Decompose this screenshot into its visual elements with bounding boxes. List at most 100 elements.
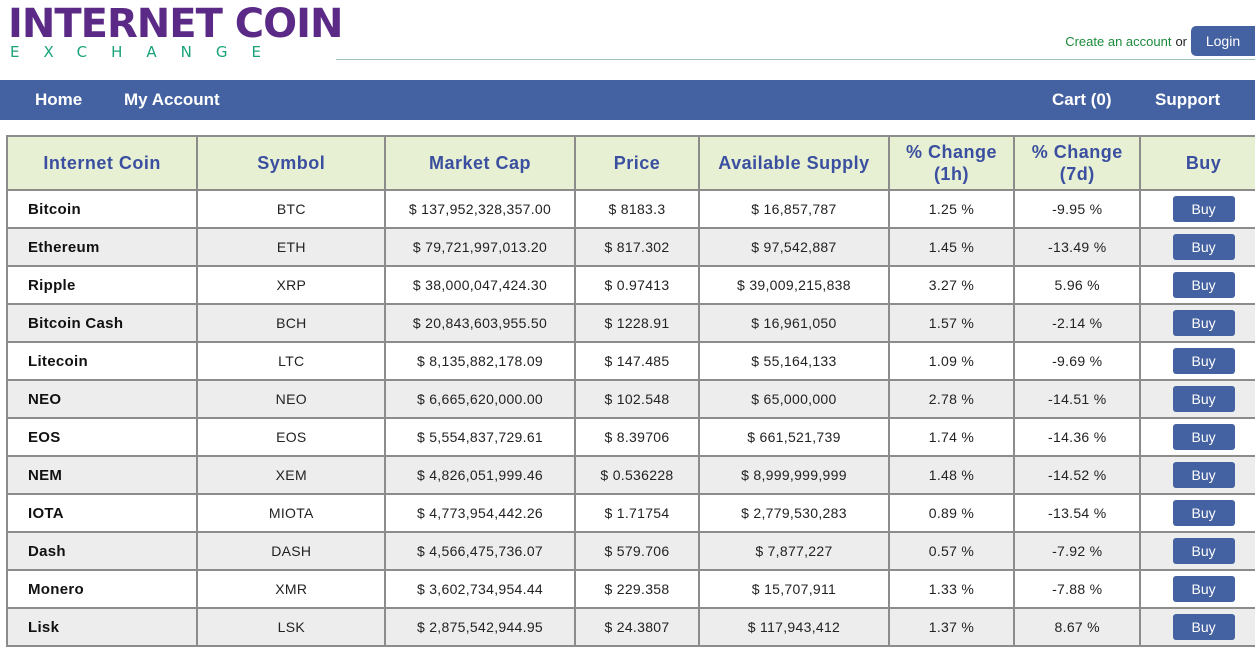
coin-name-cell: Bitcoin bbox=[5, 189, 199, 229]
change-7d-cell: -2.14 % bbox=[1013, 303, 1142, 343]
coin-symbol-cell: BCH bbox=[196, 303, 387, 343]
market-cap-cell: $ 79,721,997,013.20 bbox=[384, 227, 576, 267]
nav-my-account[interactable]: My Account bbox=[124, 90, 220, 109]
buy-button[interactable]: Buy bbox=[1172, 348, 1235, 374]
price-cell: $ 1.71754 bbox=[573, 493, 701, 533]
coin-name-cell: Litecoin bbox=[5, 341, 199, 381]
buy-button[interactable]: Buy bbox=[1172, 462, 1235, 488]
market-cap-cell: $ 38,000,047,424.30 bbox=[384, 265, 576, 305]
change-7d-cell: -13.54 % bbox=[1013, 493, 1142, 533]
price-cell: $ 24.3807 bbox=[573, 607, 701, 647]
header-market-cap: Market Cap bbox=[384, 135, 576, 191]
buy-button[interactable]: Buy bbox=[1172, 500, 1235, 526]
buy-cell: Buy bbox=[1139, 227, 1255, 267]
table-row: Ripple XRP $ 38,000,047,424.30 $ 0.97413 $ 3… bbox=[5, 265, 1255, 305]
available-supply-cell: $ 8,999,999,999 bbox=[698, 455, 890, 495]
price-cell: $ 0.536228 bbox=[573, 455, 701, 495]
change-7d-cell: -14.52 % bbox=[1013, 455, 1142, 495]
market-cap-cell: $ 2,875,542,944.95 bbox=[384, 607, 576, 647]
coin-symbol-cell: DASH bbox=[196, 531, 387, 571]
buy-cell: Buy bbox=[1139, 303, 1255, 343]
buy-button[interactable]: Buy bbox=[1172, 310, 1235, 336]
table-row: NEM XEM $ 4,826,051,999.46 $ 0.536228 $ 8,99… bbox=[5, 455, 1255, 495]
buy-cell: Buy bbox=[1139, 569, 1255, 609]
coin-symbol-cell: BTC bbox=[196, 189, 387, 229]
buy-cell: Buy bbox=[1139, 341, 1255, 381]
coin-table: Internet Coin Symbol Market Cap Price Av… bbox=[5, 135, 1255, 647]
nav-cart[interactable]: Cart (0) bbox=[1052, 90, 1112, 109]
change-1h-cell: 1.57 % bbox=[887, 303, 1016, 343]
price-cell: $ 579.706 bbox=[573, 531, 701, 571]
buy-cell: Buy bbox=[1139, 607, 1255, 647]
buy-button[interactable]: Buy bbox=[1172, 386, 1235, 412]
buy-button[interactable]: Buy bbox=[1172, 424, 1235, 450]
market-cap-cell: $ 6,665,620,000.00 bbox=[384, 379, 576, 419]
coin-name-cell: Dash bbox=[5, 531, 199, 571]
market-cap-cell: $ 5,554,837,729.61 bbox=[384, 417, 576, 457]
table-row: Monero XMR $ 3,602,734,954.44 $ 229.358 $ 15… bbox=[5, 569, 1255, 609]
logo-title: INTERNET COIN bbox=[8, 1, 343, 47]
change-1h-cell: 1.37 % bbox=[887, 607, 1016, 647]
buy-cell: Buy bbox=[1139, 379, 1255, 419]
buy-button[interactable]: Buy bbox=[1172, 614, 1235, 640]
table-row: Litecoin LTC $ 8,135,882,178.09 $ 147.485 $ … bbox=[5, 341, 1255, 381]
coin-table-body: Bitcoin BTC $ 137,952,328,357.00 $ 8183.3 $ … bbox=[5, 189, 1255, 647]
nav-home[interactable]: Home bbox=[35, 90, 83, 109]
header-price: Price bbox=[573, 135, 701, 191]
coin-symbol-cell: XEM bbox=[196, 455, 387, 495]
change-1h-cell: 3.27 % bbox=[887, 265, 1016, 305]
header-buy: Buy bbox=[1139, 135, 1255, 191]
change-1h-cell: 1.33 % bbox=[887, 569, 1016, 609]
buy-button[interactable]: Buy bbox=[1172, 196, 1235, 222]
buy-button[interactable]: Buy bbox=[1172, 538, 1235, 564]
market-cap-cell: $ 8,135,882,178.09 bbox=[384, 341, 576, 381]
buy-button[interactable]: Buy bbox=[1172, 272, 1235, 298]
logo-subtitle: EXCHANGE bbox=[10, 43, 285, 61]
change-7d-cell: 5.96 % bbox=[1013, 265, 1142, 305]
coin-name-cell: IOTA bbox=[5, 493, 199, 533]
table-row: IOTA MIOTA $ 4,773,954,442.26 $ 1.71754 $ 2,… bbox=[5, 493, 1255, 533]
table-row: Bitcoin Cash BCH $ 20,843,603,955.50 $ 1228… bbox=[5, 303, 1255, 343]
market-cap-cell: $ 137,952,328,357.00 bbox=[384, 189, 576, 229]
site-header: INTERNET COIN EXCHANGE Create an account… bbox=[0, 0, 1255, 80]
change-7d-cell: -14.51 % bbox=[1013, 379, 1142, 419]
site-logo[interactable]: INTERNET COIN EXCHANGE bbox=[8, 4, 343, 60]
coin-symbol-cell: XMR bbox=[196, 569, 387, 609]
header-coin: Internet Coin bbox=[5, 135, 199, 191]
change-7d-cell: -7.92 % bbox=[1013, 531, 1142, 571]
main-nav: Home My Account Cart (0) Support bbox=[0, 80, 1255, 120]
available-supply-cell: $ 7,877,227 bbox=[698, 531, 890, 571]
price-cell: $ 229.358 bbox=[573, 569, 701, 609]
coin-name-cell: Ripple bbox=[5, 265, 199, 305]
change-1h-cell: 1.09 % bbox=[887, 341, 1016, 381]
coin-name-cell: NEO bbox=[5, 379, 199, 419]
market-cap-cell: $ 4,773,954,442.26 bbox=[384, 493, 576, 533]
available-supply-cell: $ 15,707,911 bbox=[698, 569, 890, 609]
create-account-link[interactable]: Create an account bbox=[1065, 33, 1172, 49]
change-1h-cell: 0.89 % bbox=[887, 493, 1016, 533]
price-cell: $ 0.97413 bbox=[573, 265, 701, 305]
buy-cell: Buy bbox=[1139, 265, 1255, 305]
buy-cell: Buy bbox=[1139, 417, 1255, 457]
table-row: NEO NEO $ 6,665,620,000.00 $ 102.548 $ 65,00… bbox=[5, 379, 1255, 419]
header-symbol: Symbol bbox=[196, 135, 387, 191]
header-available-supply: Available Supply bbox=[698, 135, 890, 191]
buy-button[interactable]: Buy bbox=[1172, 234, 1235, 260]
nav-support[interactable]: Support bbox=[1155, 90, 1221, 109]
coin-symbol-cell: MIOTA bbox=[196, 493, 387, 533]
buy-cell: Buy bbox=[1139, 189, 1255, 229]
buy-button[interactable]: Buy bbox=[1172, 576, 1235, 602]
coin-name-cell: Lisk bbox=[5, 607, 199, 647]
market-cap-cell: $ 4,826,051,999.46 bbox=[384, 455, 576, 495]
available-supply-cell: $ 117,943,412 bbox=[698, 607, 890, 647]
or-text: or bbox=[1175, 33, 1187, 49]
change-7d-cell: -7.88 % bbox=[1013, 569, 1142, 609]
market-cap-cell: $ 20,843,603,955.50 bbox=[384, 303, 576, 343]
available-supply-cell: $ 661,521,739 bbox=[698, 417, 890, 457]
table-row: Dash DASH $ 4,566,475,736.07 $ 579.706 $ 7,8… bbox=[5, 531, 1255, 571]
available-supply-cell: $ 65,000,000 bbox=[698, 379, 890, 419]
price-cell: $ 102.548 bbox=[573, 379, 701, 419]
login-button[interactable]: Login bbox=[1191, 26, 1255, 56]
market-cap-cell: $ 4,566,475,736.07 bbox=[384, 531, 576, 571]
change-1h-cell: 2.78 % bbox=[887, 379, 1016, 419]
